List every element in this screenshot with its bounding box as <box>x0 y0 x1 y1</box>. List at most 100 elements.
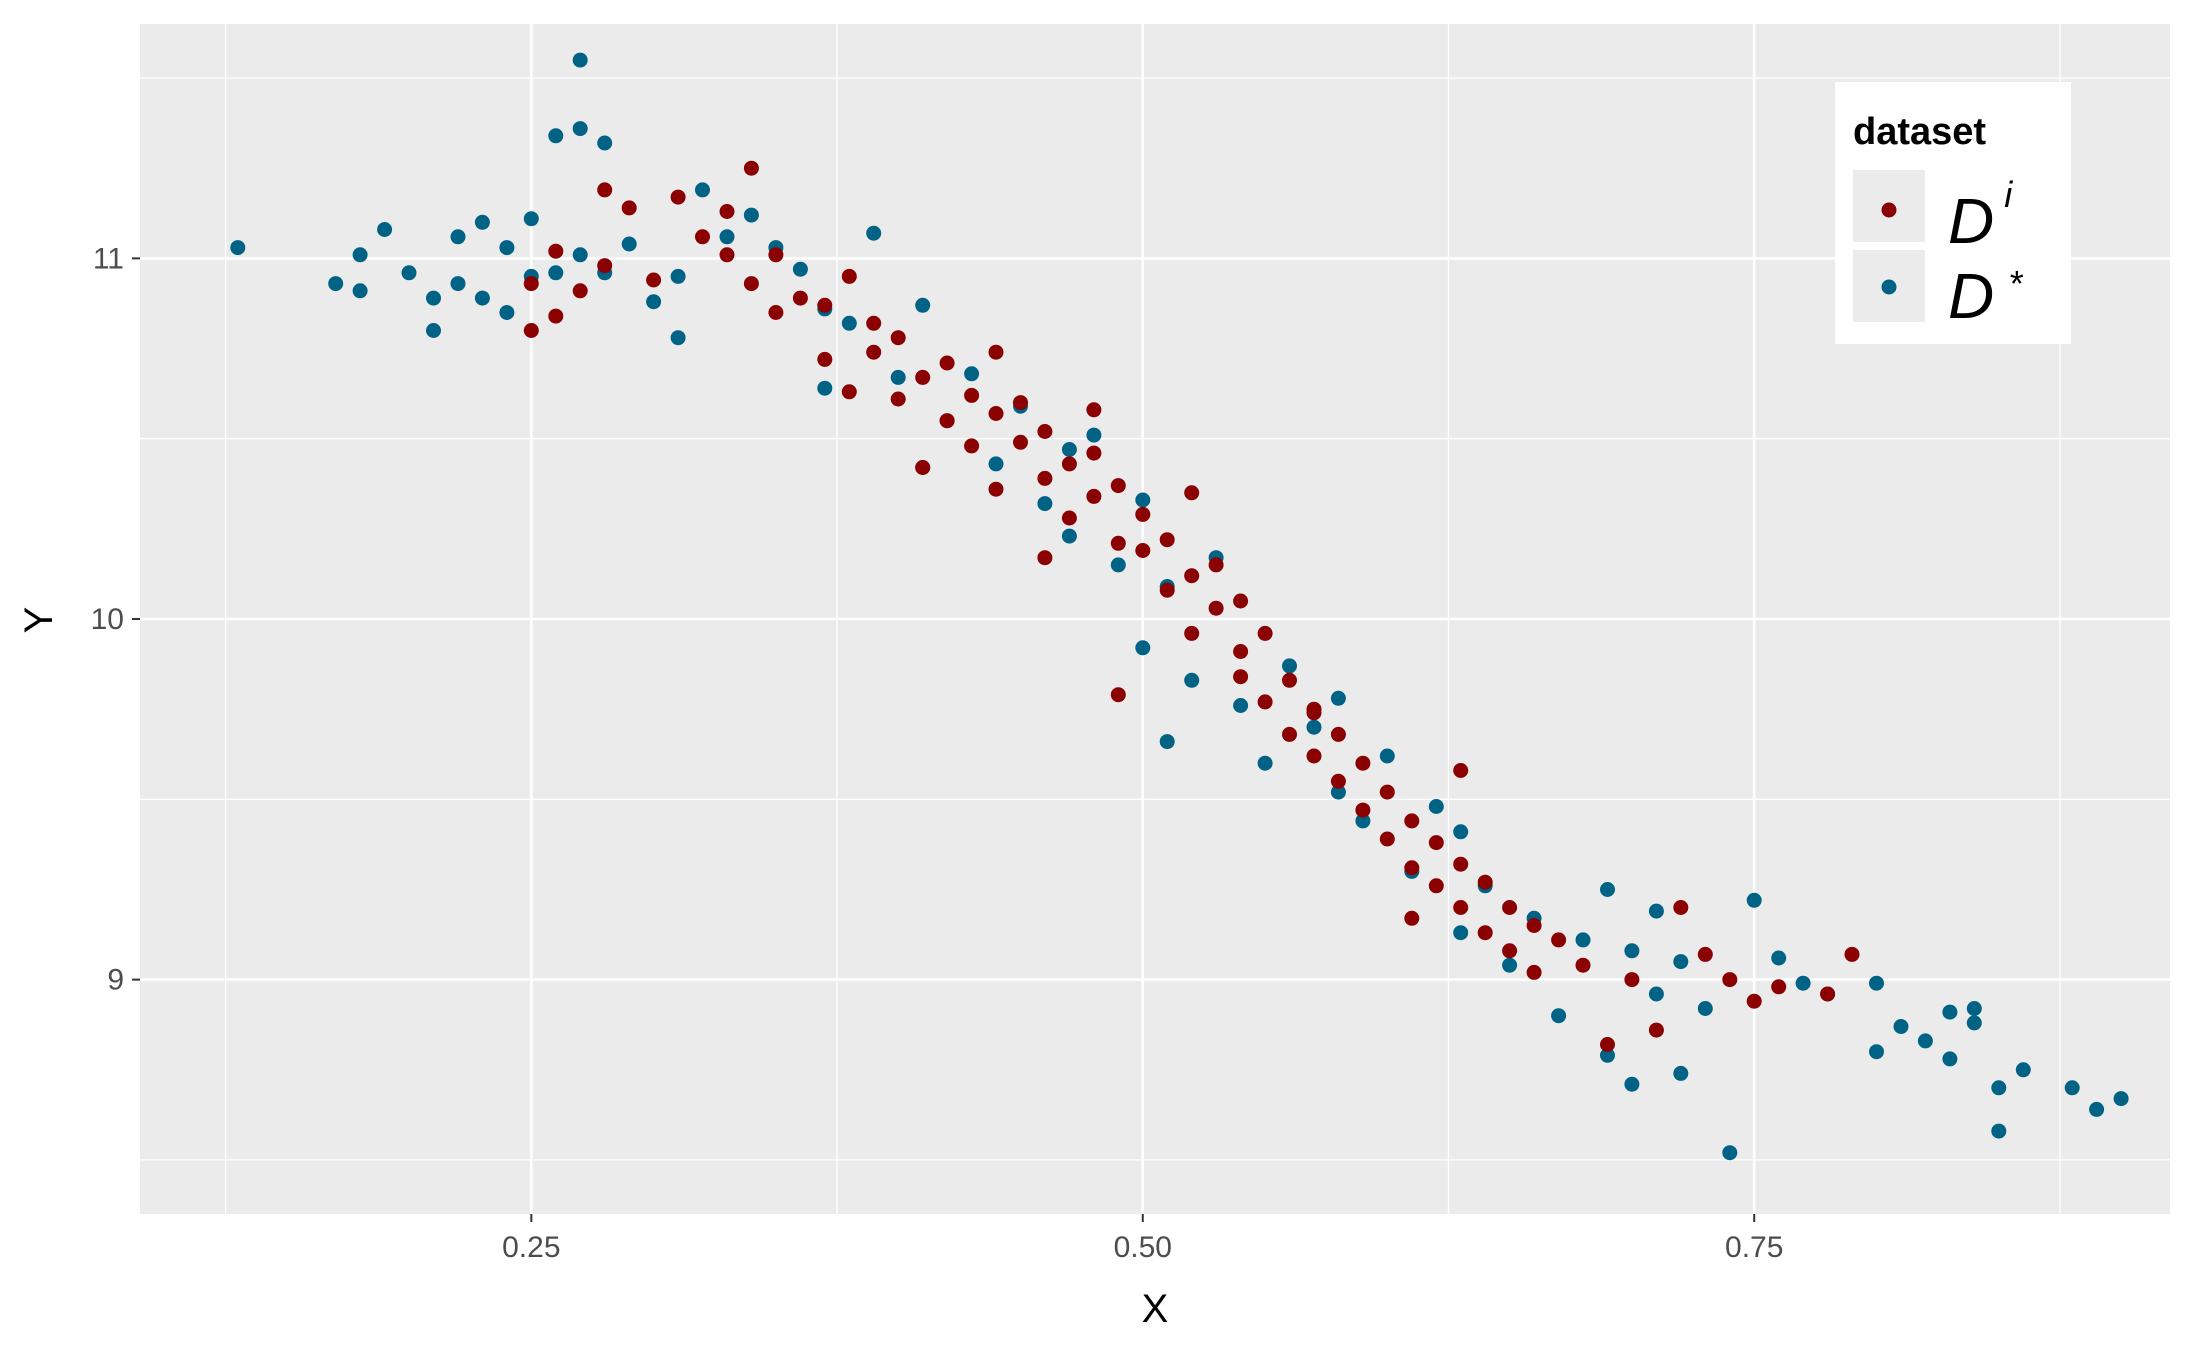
data-point <box>1355 802 1371 818</box>
data-points <box>230 52 2129 1161</box>
data-point <box>1306 701 1322 717</box>
data-point <box>1233 669 1249 685</box>
data-point <box>1746 892 1762 908</box>
data-point <box>890 330 906 346</box>
data-point <box>2015 1062 2031 1078</box>
data-point <box>1306 719 1322 735</box>
data-point <box>1600 1047 1615 1063</box>
data-point <box>1942 1004 1958 1020</box>
data-point <box>988 344 1004 360</box>
data-point <box>1820 986 1836 1002</box>
data-point <box>572 247 588 263</box>
data-point <box>866 344 882 360</box>
data-point <box>1037 424 1053 439</box>
data-point <box>1233 644 1249 659</box>
data-point <box>548 128 564 144</box>
data-point <box>1330 773 1346 789</box>
data-point <box>1330 726 1346 742</box>
data-point <box>792 261 808 277</box>
data-point <box>1110 535 1126 551</box>
data-point <box>768 247 784 263</box>
data-point <box>1110 478 1126 494</box>
data-point <box>1869 1044 1884 1060</box>
data-point <box>1600 882 1615 897</box>
data-point <box>670 330 686 346</box>
data-point <box>1477 925 1493 941</box>
data-point <box>743 207 759 223</box>
data-point <box>450 276 466 292</box>
data-point <box>1086 402 1102 418</box>
data-point <box>1453 824 1469 840</box>
data-point <box>1526 918 1542 933</box>
data-point <box>1624 1076 1640 1092</box>
data-point <box>1257 755 1273 771</box>
data-point <box>1404 910 1420 926</box>
axes: 0.25 0.50 0.75 9 10 11 <box>91 242 1784 1264</box>
data-point <box>817 297 833 313</box>
data-point <box>768 305 784 320</box>
data-point <box>1061 456 1077 472</box>
data-point <box>1575 932 1591 948</box>
data-point <box>1184 485 1200 501</box>
data-point <box>1869 975 1884 991</box>
data-point <box>1428 799 1444 814</box>
data-point <box>1037 496 1053 512</box>
data-point <box>572 52 588 68</box>
y-tick-label: 11 <box>93 242 124 275</box>
data-point <box>1306 748 1322 764</box>
data-point <box>866 315 882 331</box>
data-point <box>1648 986 1664 1002</box>
data-point <box>1453 900 1469 915</box>
data-point <box>523 276 539 292</box>
data-point <box>1648 903 1664 919</box>
data-point <box>1110 687 1126 703</box>
series-dstar <box>230 52 2129 1161</box>
data-point <box>572 283 588 299</box>
data-point <box>1135 492 1151 508</box>
data-point <box>939 355 955 371</box>
data-point <box>1966 1001 1982 1016</box>
data-point <box>1282 658 1297 674</box>
data-point <box>548 265 564 281</box>
data-point <box>841 315 857 331</box>
data-point <box>1257 694 1273 710</box>
data-point <box>1844 946 1860 962</box>
data-point <box>1428 835 1444 851</box>
data-point <box>1771 979 1787 995</box>
data-point <box>964 438 980 454</box>
data-point <box>915 460 931 475</box>
data-point <box>2064 1080 2080 1096</box>
data-point <box>1159 582 1175 598</box>
x-axis-title: X <box>1142 1287 1169 1331</box>
data-point <box>1942 1051 1958 1067</box>
data-point <box>1526 964 1542 980</box>
x-tick-label: 0.25 <box>502 1231 560 1264</box>
data-point <box>1233 593 1249 609</box>
data-point <box>1208 557 1224 573</box>
data-point <box>866 225 882 241</box>
data-point <box>474 214 490 230</box>
data-point <box>1600 1037 1615 1052</box>
data-point <box>548 308 564 324</box>
data-point <box>1184 568 1200 584</box>
legend-title: dataset <box>1853 111 1986 153</box>
data-point <box>988 456 1004 472</box>
data-point <box>597 135 613 151</box>
data-point <box>523 211 539 227</box>
data-point <box>1453 925 1469 941</box>
data-point <box>1061 510 1077 526</box>
data-point <box>1135 640 1151 656</box>
data-point <box>841 268 857 284</box>
data-point <box>1624 972 1640 988</box>
data-point <box>1110 557 1126 573</box>
data-point <box>1037 470 1053 486</box>
data-point <box>352 247 368 263</box>
data-point <box>743 276 759 292</box>
data-point <box>621 236 637 252</box>
data-point <box>352 283 368 299</box>
data-point <box>719 229 735 245</box>
data-point <box>1722 1145 1738 1161</box>
data-point <box>988 406 1004 421</box>
data-point <box>646 272 662 288</box>
